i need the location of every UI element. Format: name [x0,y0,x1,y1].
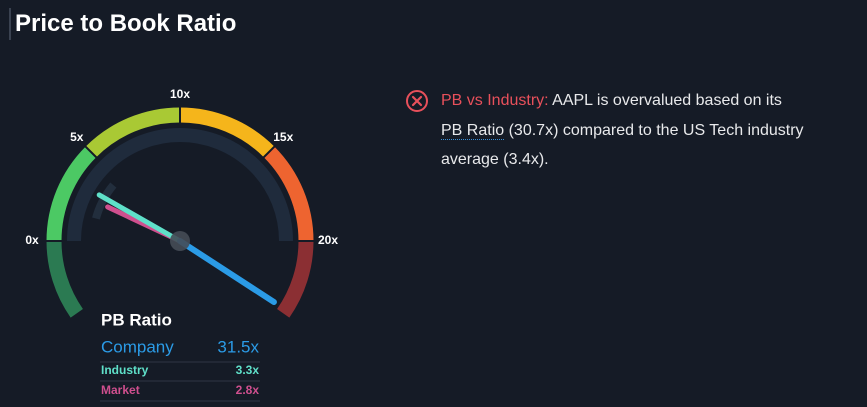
tick-label: 0x [25,233,39,247]
metric-link[interactable]: PB Ratio [441,121,505,140]
check-label: PB vs Industry: [441,92,549,109]
tick-mark [262,144,277,159]
tick-mark [83,144,98,159]
tick-label: 5x [70,130,84,144]
legend-value: 2.8x [236,383,260,397]
statement-text: AAPL is overvalued based on its [552,92,782,109]
valuation-panel: PB vs Industry: AAPL is overvalued based… [405,86,845,175]
statement-line: PB vs Industry: AAPL is overvalued based… [405,86,845,116]
legend-value: 3.3x [236,363,260,377]
needle [177,238,277,306]
statement-line: PB Ratio (30.7x) compared to the US Tech… [405,116,845,146]
legend-value: 31.5x [217,337,259,356]
legend-name: Industry [101,363,149,377]
statement-text: average (3.4x). [441,151,549,168]
under-zone [46,240,84,318]
gauge-band [46,146,97,242]
needle [96,192,183,244]
legend-title: PB Ratio [101,310,172,329]
over-zone [276,240,314,318]
tick-label: 20x [318,233,338,247]
statement-line: average (3.4x). [405,145,845,175]
legend-name: Company [101,337,174,356]
legend-name: Market [101,383,140,397]
fail-icon [406,90,428,112]
gauge-band [179,107,275,158]
tick-label: 15x [273,130,293,144]
inner-ring [67,128,293,242]
statement-text: (30.7x) compared to the US Tech industry [508,121,804,139]
gauge-chart: 0x 5x 10x 15x 20x PB Ratio Company 31.5x Industr… [25,87,338,402]
gauge-band [85,107,181,158]
inner-ring [92,182,117,220]
needle-hub [170,231,190,251]
page-title: Price to Book Ratio [9,8,236,40]
tick-label: 10x [170,87,190,101]
gauge-band [263,146,314,242]
